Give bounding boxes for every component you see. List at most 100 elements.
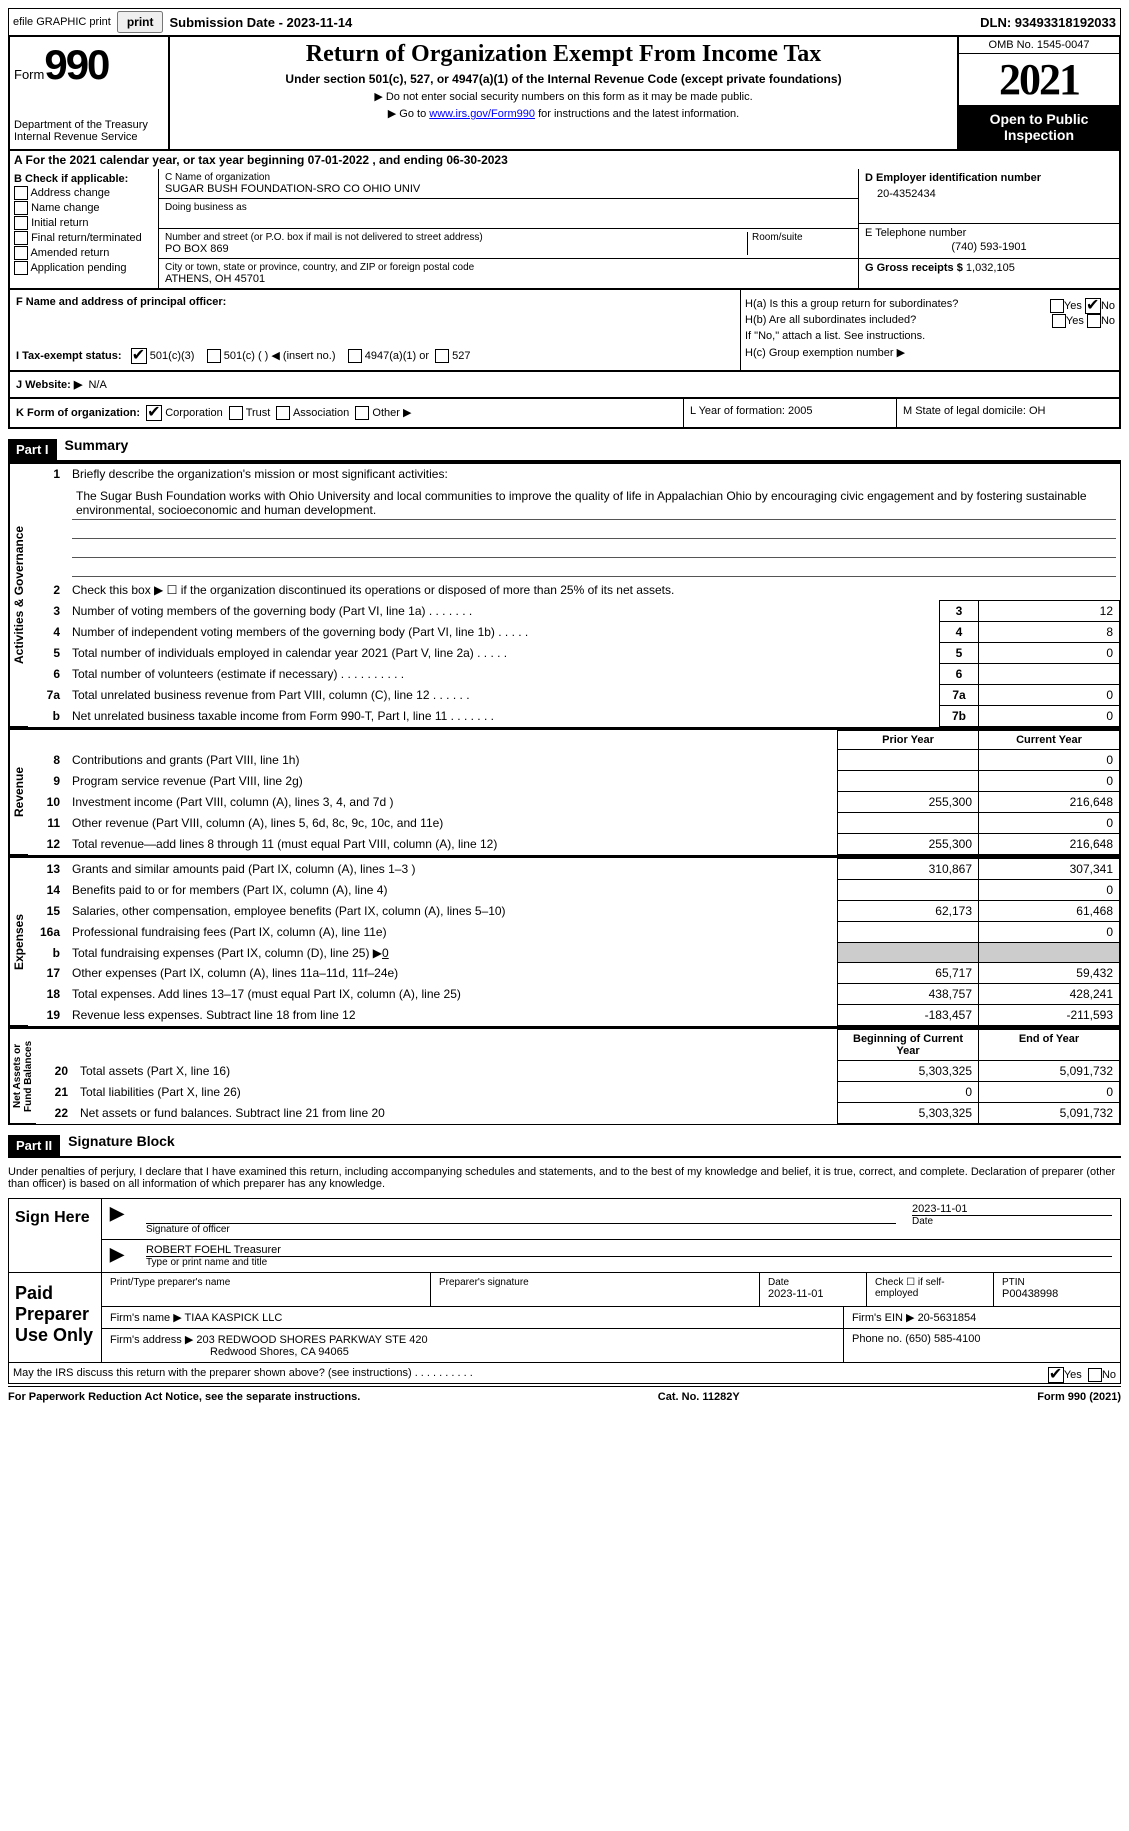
cb-501c[interactable] xyxy=(207,349,221,363)
website-value: N/A xyxy=(88,379,106,391)
part2-title: Signature Block xyxy=(68,1133,175,1149)
city-state-zip: ATHENS, OH 45701 xyxy=(165,273,852,285)
submission-date: Submission Date - 2023-11-14 xyxy=(169,15,352,30)
line3-label: Number of voting members of the governin… xyxy=(68,601,940,622)
line5-label: Total number of individuals employed in … xyxy=(68,643,940,664)
line6-label: Total number of volunteers (estimate if … xyxy=(68,664,940,685)
cb-other[interactable] xyxy=(355,406,369,420)
tel-label: E Telephone number xyxy=(865,227,1113,239)
discuss-no[interactable] xyxy=(1088,1368,1102,1382)
sign-here-label: Sign Here xyxy=(9,1199,102,1272)
line2: Check this box ▶ ☐ if the organization d… xyxy=(68,580,1120,601)
part2-num: Part II xyxy=(8,1135,60,1156)
cb-initial-return[interactable]: Initial return xyxy=(14,216,154,230)
org-name: SUGAR BUSH FOUNDATION-SRO CO OHIO UNIV xyxy=(165,183,852,195)
begin-year-header: Beginning of Current Year xyxy=(838,1030,979,1061)
row-f-h: F Name and address of principal officer:… xyxy=(8,290,1121,372)
section-netassets: Net Assets orFund Balances Beginning of … xyxy=(8,1027,1121,1125)
discuss-row: May the IRS discuss this return with the… xyxy=(8,1363,1121,1384)
irs-link[interactable]: www.irs.gov/Form990 xyxy=(429,108,535,120)
cb-final-return[interactable]: Final return/terminated xyxy=(14,231,154,245)
line4-val: 8 xyxy=(979,622,1120,643)
dba-cell: Doing business as xyxy=(159,199,858,229)
paperwork-notice: For Paperwork Reduction Act Notice, see … xyxy=(8,1391,360,1403)
inspection-label: Open to Public Inspection xyxy=(959,105,1119,149)
hb-row: H(b) Are all subordinates included? Yes … xyxy=(745,314,1115,326)
line7a-val: 0 xyxy=(979,685,1120,706)
f-label: F Name and address of principal officer: xyxy=(16,296,226,308)
cb-pending[interactable]: Application pending xyxy=(14,261,154,275)
form-ref: Form 990 (2021) xyxy=(1037,1391,1121,1403)
gross-receipts: 1,032,105 xyxy=(966,262,1015,274)
sign-here-table: Sign Here ▶ Signature of officer 2023-11… xyxy=(8,1198,1121,1273)
cb-527[interactable] xyxy=(435,349,449,363)
self-employed-check[interactable]: Check ☐ if self-employed xyxy=(866,1273,993,1306)
sig-date: 2023-11-01 xyxy=(912,1203,1112,1216)
side-activities: Activities & Governance xyxy=(9,464,28,727)
line7b-val: 0 xyxy=(979,706,1120,727)
signature-block: Under penalties of perjury, I declare th… xyxy=(8,1166,1121,1384)
form-subtitle: Under section 501(c), 527, or 4947(a)(1)… xyxy=(174,72,953,86)
side-revenue: Revenue xyxy=(9,730,28,855)
end-year-header: End of Year xyxy=(979,1030,1120,1061)
col-c: C Name of organization SUGAR BUSH FOUNDA… xyxy=(159,169,858,288)
part1-num: Part I xyxy=(8,439,57,460)
section-revenue: Revenue Prior YearCurrent Year 8Contribu… xyxy=(8,728,1121,856)
form-note2: ▶ Go to www.irs.gov/Form990 for instruct… xyxy=(174,107,953,120)
ein-value: 20-4352434 xyxy=(865,184,1113,204)
col-b: B Check if applicable: Address change Na… xyxy=(10,169,159,288)
sig-officer-label: Signature of officer xyxy=(146,1224,896,1235)
address-cell: Number and street (or P.O. box if mail i… xyxy=(159,229,858,259)
cb-address-change[interactable]: Address change xyxy=(14,186,154,200)
omb-number: OMB No. 1545-0047 xyxy=(959,37,1119,54)
hb-note: If "No," attach a list. See instructions… xyxy=(745,330,1115,342)
side-netassets: Net Assets orFund Balances xyxy=(9,1029,36,1124)
cb-amended[interactable]: Amended return xyxy=(14,246,154,260)
ptin: P00438998 xyxy=(1002,1288,1112,1300)
col-d: D Employer identification number 20-4352… xyxy=(858,169,1119,288)
cat-number: Cat. No. 11282Y xyxy=(658,1391,740,1403)
type-name-label: Type or print name and title xyxy=(146,1257,1112,1268)
officer-name: ROBERT FOEHL Treasurer xyxy=(146,1244,1112,1257)
cb-assoc[interactable] xyxy=(276,406,290,420)
street-address: PO BOX 869 xyxy=(165,243,747,255)
section-activities: Activities & Governance 1Briefly describ… xyxy=(8,462,1121,728)
top-bar: efile GRAPHIC print print Submission Dat… xyxy=(8,8,1121,36)
row-klm: K Form of organization: Corporation Trus… xyxy=(8,399,1121,429)
mission-text: The Sugar Bush Foundation works with Ohi… xyxy=(72,487,1116,520)
print-button[interactable]: print xyxy=(117,11,164,33)
state-domicile: M State of legal domicile: OH xyxy=(896,399,1119,427)
gross-label: G Gross receipts $ xyxy=(865,262,963,274)
firm-name: TIAA KASPICK LLC xyxy=(185,1312,283,1324)
paid-prep-label: Paid Preparer Use Only xyxy=(9,1273,102,1362)
year-formation: L Year of formation: 2005 xyxy=(683,399,896,427)
form-note1: ▶ Do not enter social security numbers o… xyxy=(174,90,953,103)
ha-row: H(a) Is this a group return for subordin… xyxy=(745,298,1115,310)
cb-name-change[interactable]: Name change xyxy=(14,201,154,215)
cb-4947[interactable] xyxy=(348,349,362,363)
form-label: Form xyxy=(14,67,44,82)
dln: DLN: 93493318192033 xyxy=(980,15,1116,30)
page-footer: For Paperwork Reduction Act Notice, see … xyxy=(8,1386,1121,1407)
main-info-grid: B Check if applicable: Address change Na… xyxy=(8,169,1121,290)
efile-label: efile GRAPHIC print xyxy=(13,16,111,28)
fundraising-expenses: 0 xyxy=(382,946,389,960)
firm-phone: (650) 585-4100 xyxy=(905,1333,980,1345)
i-label: I Tax-exempt status: xyxy=(16,350,122,362)
hc-row: H(c) Group exemption number ▶ xyxy=(745,346,1115,359)
discuss-yes[interactable] xyxy=(1048,1367,1064,1383)
cb-corp[interactable] xyxy=(146,405,162,421)
telephone: (740) 593-1901 xyxy=(865,239,1113,255)
form-header: Form990 Department of the Treasury Inter… xyxy=(8,36,1121,151)
b-label: B Check if applicable: xyxy=(14,173,154,185)
cb-501c3[interactable] xyxy=(131,348,147,364)
firm-addr2: Redwood Shores, CA 94065 xyxy=(210,1346,349,1358)
cb-trust[interactable] xyxy=(229,406,243,420)
section-expenses: Expenses 13Grants and similar amounts pa… xyxy=(8,856,1121,1027)
arrow-icon: ▶ xyxy=(110,1203,124,1223)
line1-label: Briefly describe the organization's miss… xyxy=(68,464,1120,484)
date-label: Date xyxy=(912,1216,1112,1227)
side-expenses: Expenses xyxy=(9,858,28,1026)
line3-val: 12 xyxy=(979,601,1120,622)
paid-preparer-table: Paid Preparer Use Only Print/Type prepar… xyxy=(8,1273,1121,1363)
